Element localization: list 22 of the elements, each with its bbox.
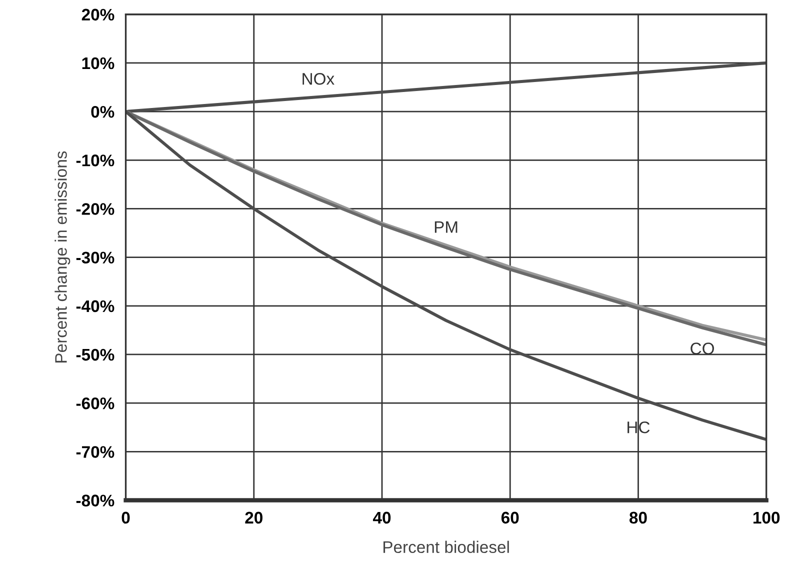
x-tick-label: 40: [372, 512, 391, 524]
y-tick-label: 0%: [91, 106, 114, 118]
series-label: PM: [434, 221, 458, 233]
series-label: CO: [690, 342, 714, 354]
y-tick-label: -10%: [76, 154, 114, 166]
y-tick-label: -70%: [76, 446, 114, 458]
y-tick-label: -60%: [76, 397, 114, 410]
y-tick-label: 20%: [82, 8, 114, 21]
x-tick-label: 100: [753, 512, 780, 524]
x-tick-label: 80: [629, 512, 647, 524]
series-label: NOx: [302, 72, 334, 85]
y-tick-label: -40%: [76, 300, 114, 312]
y-tick-label: -80%: [76, 494, 114, 506]
y-tick-label: -50%: [76, 348, 114, 361]
y-tick-label: -20%: [76, 203, 114, 215]
x-tick-label: 20: [245, 512, 262, 524]
y-tick-label: -30%: [76, 252, 114, 264]
y-axis-title: Percent change in emissions: [54, 151, 70, 362]
x-tick-label: 0: [122, 512, 130, 524]
y-tick-label: 10%: [82, 57, 114, 70]
x-tick-label: 60: [501, 512, 519, 524]
x-axis-title: Percent biodiesel: [384, 540, 509, 554]
